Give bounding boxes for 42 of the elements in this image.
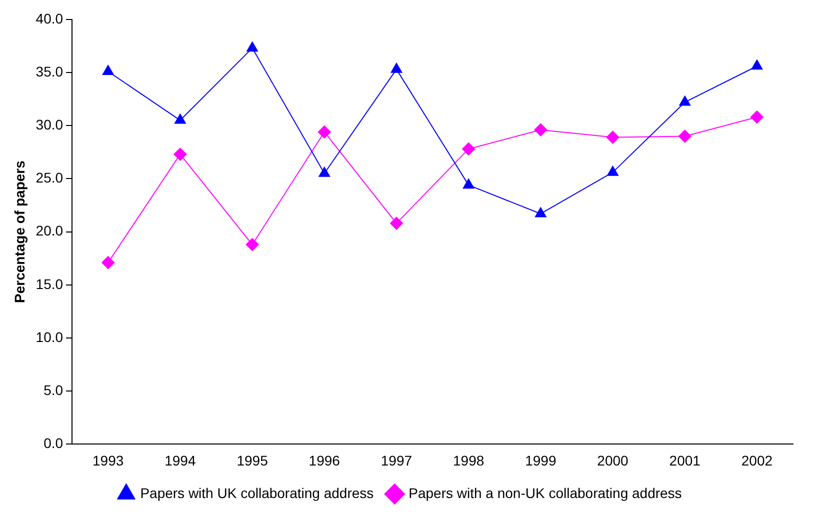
point	[246, 42, 258, 52]
point	[751, 60, 763, 70]
point	[318, 125, 331, 138]
point	[462, 142, 476, 156]
x-tick-label: 1997	[380, 452, 412, 468]
x-tick-label: 1995	[236, 452, 268, 468]
point	[246, 238, 259, 252]
point	[534, 207, 546, 218]
y-tick-label: 30.0	[36, 116, 64, 132]
x-tick-label: 2002	[741, 452, 773, 468]
y-axis-title: Percentage of papers	[11, 160, 28, 303]
point	[390, 62, 402, 73]
point	[607, 166, 618, 176]
point	[390, 216, 403, 230]
x-tick-label: 1998	[452, 452, 484, 468]
point	[534, 123, 548, 136]
x-tick-label: 1999	[525, 452, 556, 468]
y-tick-label: 0.0	[44, 435, 64, 452]
y-tick-label: 25.0	[36, 170, 64, 186]
legend-label: Papers with UK collaborating address	[140, 484, 374, 501]
point	[679, 96, 691, 106]
point	[750, 110, 764, 124]
x-tick-label: 2000	[597, 452, 629, 468]
point	[174, 114, 186, 124]
x-tick-label: 1996	[308, 452, 340, 468]
point	[102, 64, 114, 75]
legend-label: Papers with a non-UK collaborating address	[408, 484, 682, 501]
point	[174, 148, 187, 161]
y-tick-label: 20.0	[36, 222, 64, 239]
y-tick-label: 10.0	[36, 328, 64, 345]
point	[678, 130, 692, 143]
point	[318, 166, 330, 177]
y-tick-label: 5.0	[44, 382, 64, 398]
point	[462, 178, 474, 189]
y-tick-label: 15.0	[36, 276, 64, 292]
point	[606, 130, 620, 144]
x-tick-label: 1994	[164, 452, 196, 468]
x-tick-label: 1993	[92, 452, 124, 468]
point	[102, 256, 115, 270]
y-tick-label: 40.0	[36, 10, 64, 26]
x-tick-label: 2001	[669, 452, 701, 468]
y-tick-label: 35.0	[36, 63, 64, 80]
